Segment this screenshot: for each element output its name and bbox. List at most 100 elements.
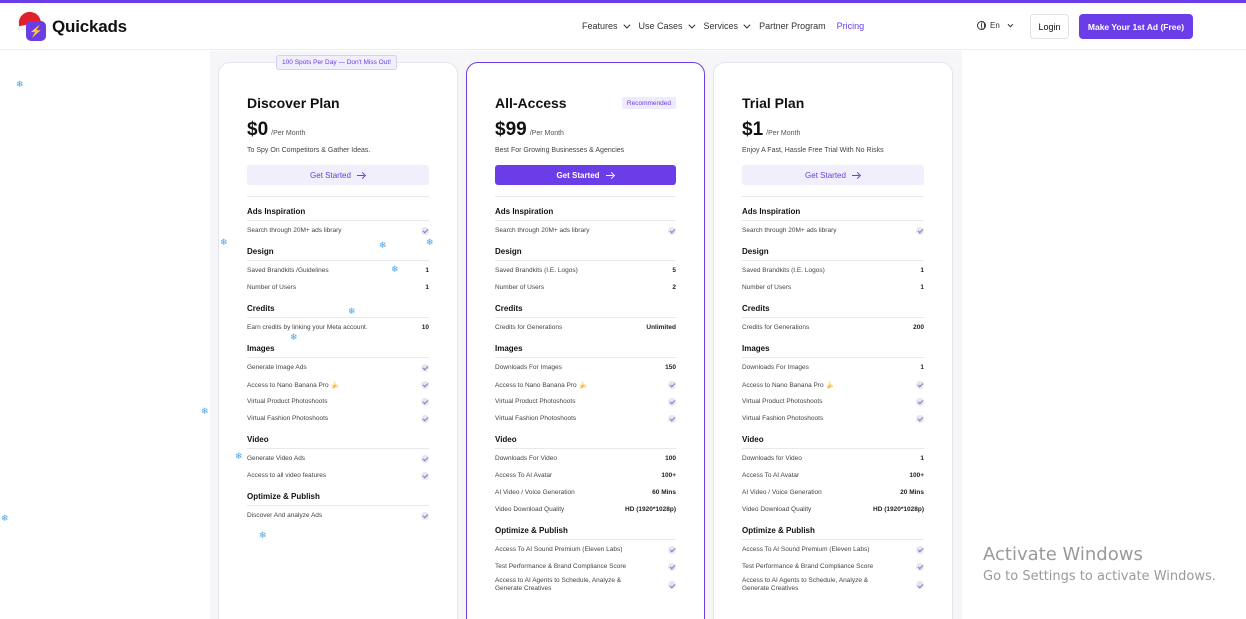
feature-row: Access To AI Avatar 100+ (742, 467, 924, 484)
feature-row: Number of Users 2 (495, 279, 676, 296)
feature-label: Virtual Product Photoshoots (742, 398, 823, 405)
feature-row: Downloads For Images 150 (495, 359, 676, 376)
nav-item-pricing[interactable]: Pricing (836, 21, 865, 31)
feature-row: Downloads For Video 100 (495, 450, 676, 467)
feature-value: 1 (425, 284, 429, 291)
price-row: $99/Per Month (495, 119, 564, 141)
feature-label: AI Video / Voice Generation (742, 489, 822, 496)
check-icon (421, 226, 429, 235)
arrow-right-icon (605, 172, 615, 178)
check-icon (421, 363, 429, 372)
feature-row: Test Performance & Brand Compliance Scor… (495, 558, 676, 575)
nav-item-partner-program[interactable]: Partner Program (759, 21, 826, 31)
feature-label: Credits for Generations (742, 324, 810, 331)
feature-value: HD (1920*1028p) (625, 506, 676, 513)
snowflake-icon: ❄ (1, 513, 9, 523)
feature-label: Number of Users (742, 284, 792, 291)
button-label: Get Started (310, 170, 351, 180)
check-icon (421, 380, 429, 389)
feature-label: Discover And analyze Ads (247, 512, 323, 519)
brand-logo[interactable]: ⚡ Quickads (16, 9, 127, 42)
feature-value: 20 Mins (900, 489, 924, 496)
price-period: /Per Month (271, 130, 306, 137)
nav-item-services[interactable]: Services (704, 21, 751, 31)
check-icon (421, 397, 429, 406)
feature-value: 1 (920, 267, 924, 274)
get-started-button[interactable]: Get Started (247, 165, 429, 185)
pricing-card-trial-plan: Trial Plan $1/Per Month Enjoy A Fast, Hass… (713, 62, 953, 619)
section-divider (247, 505, 429, 506)
section-title: Design (742, 247, 769, 256)
plan-name: Trial Plan (742, 95, 805, 111)
nav-item-use-cases[interactable]: Use Cases (639, 21, 695, 31)
section-divider (742, 539, 924, 540)
feature-row: Virtual Fashion Photoshoots (247, 410, 429, 427)
feature-row: Access To AI Sound Premium (Eleven Labs) (742, 541, 924, 558)
feature-row: Discover And analyze Ads (247, 507, 429, 524)
button-label: Get Started (556, 170, 600, 180)
feature-row: Search through 20M+ ads library (247, 222, 429, 239)
section-divider (247, 357, 429, 358)
divider (495, 196, 676, 197)
top-accent-line (0, 0, 1246, 3)
section-title: Video (495, 435, 517, 444)
price-period: /Per Month (766, 130, 801, 137)
check-icon (421, 511, 429, 520)
feature-value: 60 Mins (652, 489, 676, 496)
feature-row: Number of Users 1 (247, 279, 429, 296)
feature-label: Virtual Fashion Photoshoots (247, 415, 329, 422)
feature-value: 150 (665, 364, 676, 371)
section-title: Design (247, 247, 274, 256)
snowflake-icon: ❄ (16, 79, 24, 89)
feature-label: Number of Users (495, 284, 545, 291)
plan-price: $99 (495, 119, 527, 140)
feature-label: Access to AI Agents to Schedule, Analyze… (495, 576, 622, 593)
feature-label: Earn credits by linking your Meta accoun… (247, 324, 368, 331)
feature-label: Virtual Product Photoshoots (247, 398, 328, 405)
brand-name: Quickads (52, 17, 127, 36)
make-first-ad-button[interactable]: Make Your 1st Ad (Free) (1079, 14, 1193, 39)
feature-value: 2 (672, 284, 676, 291)
plan-price: $1 (742, 119, 764, 140)
button-label: Get Started (805, 170, 846, 180)
feature-row: Virtual Product Photoshoots (247, 393, 429, 410)
language-selector[interactable]: En (977, 21, 1014, 30)
feature-row: Video Download Quality HD (1920*1028p) (742, 501, 924, 518)
feature-row: AI Video / Voice Generation 60 Mins (495, 484, 676, 501)
section-title: Images (495, 344, 523, 353)
snowflake-icon: ❄ (379, 240, 387, 250)
section-divider (742, 260, 924, 261)
snowflake-icon: ❄ (235, 451, 243, 461)
chevron-down-icon (622, 21, 630, 29)
nav-item-features[interactable]: Features (582, 21, 630, 31)
feature-label: Access To AI Avatar (742, 472, 800, 479)
check-icon (916, 414, 924, 423)
check-icon (668, 581, 676, 589)
feature-label: Access to Nano Banana Pro 🍌 (742, 381, 834, 389)
feature-label: Test Performance & Brand Compliance Scor… (495, 563, 627, 570)
check-icon (421, 414, 429, 423)
feature-row: Test Performance & Brand Compliance Scor… (742, 558, 924, 575)
login-button[interactable]: Login (1030, 14, 1069, 39)
get-started-button[interactable]: Get Started (495, 165, 676, 185)
feature-row: Number of Users 1 (742, 279, 924, 296)
feature-value: 1 (920, 364, 924, 371)
chevron-down-icon (743, 21, 751, 29)
snowflake-icon: ❄ (201, 406, 209, 416)
feature-row: Access To AI Avatar 100+ (495, 467, 676, 484)
feature-label: Test Performance & Brand Compliance Scor… (742, 563, 874, 570)
section-divider (495, 357, 676, 358)
plan-name: All-Access (495, 95, 567, 111)
plan-price: $0 (247, 119, 269, 140)
feature-row: Access to Nano Banana Pro 🍌 (247, 376, 429, 393)
section-divider (247, 260, 429, 261)
feature-row: Search through 20M+ ads library (495, 222, 676, 239)
feature-value: 200 (913, 324, 924, 331)
feature-row: Downloads For Images 1 (742, 359, 924, 376)
section-divider (247, 220, 429, 221)
section-divider (495, 539, 676, 540)
check-icon (668, 414, 676, 423)
get-started-button[interactable]: Get Started (742, 165, 924, 185)
feature-row: AI Video / Voice Generation 20 Mins (742, 484, 924, 501)
feature-label: Access to Nano Banana Pro 🍌 (495, 381, 587, 389)
